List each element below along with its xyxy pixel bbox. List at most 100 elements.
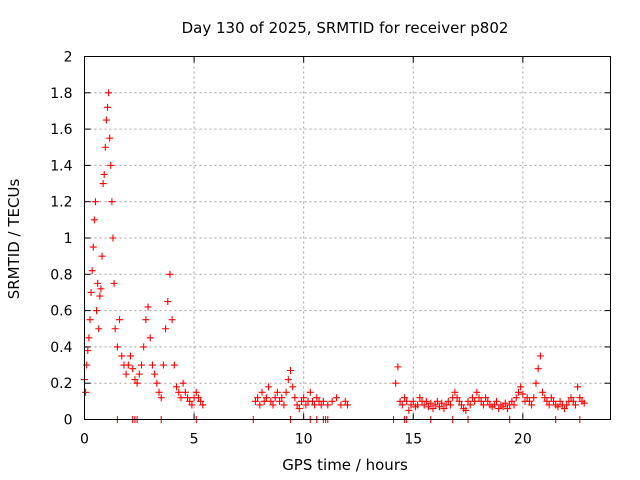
data-point	[89, 243, 97, 251]
y-tick-label: 0.6	[50, 304, 72, 320]
data-point	[398, 401, 406, 409]
data-point	[429, 405, 437, 413]
data-point	[291, 394, 299, 402]
data-point	[162, 325, 170, 333]
data-point	[300, 394, 308, 402]
data-point	[403, 397, 411, 405]
data-point	[545, 401, 553, 409]
data-point	[433, 397, 441, 405]
data-point	[107, 161, 115, 169]
data-point	[563, 401, 571, 409]
data-point	[267, 397, 275, 405]
y-tick-label: 0.4	[50, 340, 72, 356]
data-point	[503, 405, 511, 413]
data-point	[179, 379, 187, 387]
data-point	[477, 397, 485, 405]
data-point	[464, 397, 472, 405]
data-point	[311, 401, 319, 409]
data-point	[523, 394, 531, 402]
data-point	[508, 397, 516, 405]
data-point	[186, 397, 194, 405]
y-tick-label: 0.8	[50, 267, 72, 283]
data-point	[547, 394, 555, 402]
data-point	[111, 325, 119, 333]
data-point	[87, 288, 95, 296]
data-point	[91, 198, 99, 206]
data-point	[82, 388, 90, 396]
data-point	[260, 397, 268, 405]
data-point	[110, 279, 118, 287]
data-point	[580, 399, 588, 407]
data-point	[93, 307, 101, 315]
data-point	[258, 388, 266, 396]
data-point	[98, 252, 106, 260]
data-point	[131, 376, 139, 384]
y-tick-label: 0	[64, 413, 73, 429]
data-point	[574, 383, 582, 391]
data-point	[431, 401, 439, 409]
data-point	[337, 401, 345, 409]
data-point	[495, 405, 503, 413]
data-point	[95, 325, 103, 333]
x-tick-label: 10	[295, 432, 313, 448]
data-point	[157, 394, 165, 402]
data-point	[453, 394, 461, 402]
data-point	[532, 379, 540, 387]
data-point	[142, 316, 150, 324]
data-point	[473, 388, 481, 396]
data-point	[534, 365, 542, 373]
data-point	[394, 363, 402, 371]
data-point	[113, 343, 121, 351]
data-point	[280, 401, 288, 409]
data-point	[122, 370, 130, 378]
data-point	[344, 401, 351, 409]
data-point	[333, 394, 341, 402]
data-point	[554, 403, 562, 411]
data-point	[254, 394, 262, 402]
data-point	[576, 394, 584, 402]
data-point	[284, 376, 292, 384]
data-point	[517, 383, 525, 391]
data-point	[462, 406, 470, 414]
y-tick-label: 1.2	[50, 195, 72, 211]
data-point	[256, 401, 264, 409]
data-point	[444, 397, 452, 405]
data-point	[514, 388, 522, 396]
data-point	[324, 401, 332, 409]
y-axis-label: SRMTID / TECUs	[5, 179, 23, 300]
data-point	[153, 379, 161, 387]
data-point	[543, 397, 551, 405]
data-point	[319, 397, 327, 405]
data-point	[539, 388, 547, 396]
data-point	[170, 361, 178, 369]
grid-lines	[84, 56, 611, 420]
data-point	[571, 401, 579, 409]
data-point	[400, 394, 408, 402]
data-point	[116, 316, 124, 324]
data-point	[560, 405, 568, 413]
data-point	[97, 285, 105, 293]
data-point	[262, 394, 270, 402]
data-point	[106, 134, 114, 142]
data-point	[265, 383, 273, 391]
data-point	[85, 334, 93, 342]
data-point	[102, 116, 110, 124]
data-point	[181, 388, 189, 396]
data-point	[289, 383, 297, 391]
data-point	[155, 388, 163, 396]
data-point	[468, 394, 476, 402]
data-point	[405, 406, 413, 414]
data-point	[168, 316, 176, 324]
data-point	[471, 397, 479, 405]
data-point	[184, 394, 192, 402]
data-point	[416, 394, 424, 402]
data-point	[499, 403, 507, 411]
data-point	[530, 394, 538, 402]
data-point	[271, 394, 279, 402]
data-point	[159, 361, 167, 369]
data-point	[302, 401, 310, 409]
data-point	[127, 352, 135, 360]
data-point	[501, 399, 509, 407]
data-point	[133, 379, 141, 387]
